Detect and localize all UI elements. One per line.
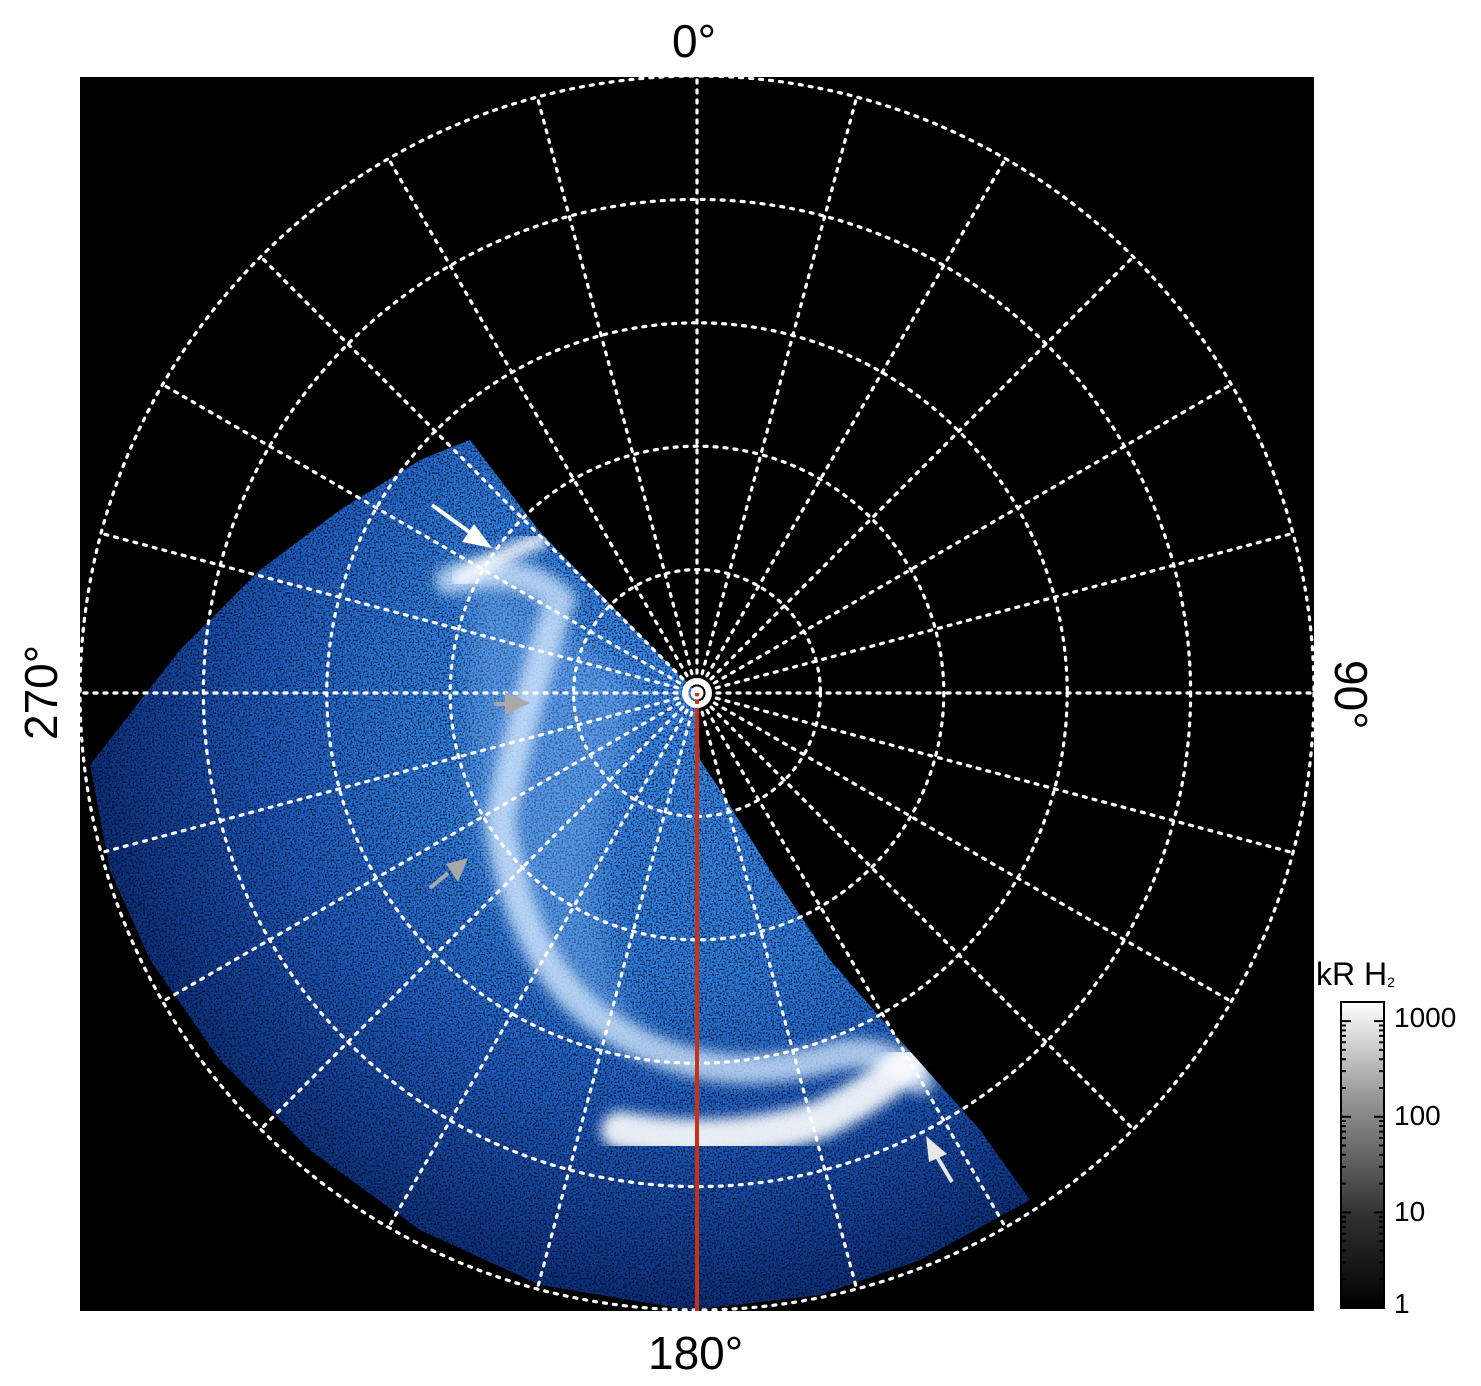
- azimuth-label-270: 270°: [15, 644, 67, 740]
- polar-grid: [80, 77, 1314, 1311]
- grid-spoke: [695, 255, 1135, 695]
- grid-spoke: [695, 531, 1295, 695]
- arrow-primary-icon: [430, 503, 492, 548]
- grid-spoke: [695, 691, 1008, 1229]
- grid-spoke: [695, 157, 1008, 695]
- colorbar-gradient: [1340, 1001, 1385, 1309]
- azimuth-label-180: 180°: [648, 1327, 744, 1379]
- grid-spoke: [259, 691, 699, 1131]
- grid-spoke: [695, 691, 1295, 855]
- grid-spoke: [695, 691, 859, 1291]
- colorbar-tick-label: 1: [1394, 1288, 1410, 1319]
- grid-spoke: [386, 157, 699, 695]
- azimuth-label-0: 0°: [672, 15, 716, 67]
- colorbar-tick-label: 10: [1394, 1196, 1426, 1227]
- grid-spoke: [695, 691, 1233, 1004]
- arrow-primary-icon: [926, 1136, 954, 1184]
- colorbar-tick-label: 100: [1394, 1100, 1441, 1131]
- grid-spoke: [386, 691, 699, 1229]
- grid-spoke: [695, 95, 859, 695]
- grid-spoke: [161, 691, 699, 1004]
- grid-spoke: [99, 691, 699, 855]
- azimuth-label-90: 90°: [1325, 660, 1377, 730]
- colorbar: [1340, 1001, 1385, 1309]
- arrow-secondary-icon: [494, 692, 530, 715]
- colorbar-title: kR H2: [1316, 956, 1395, 992]
- grid-spoke: [99, 531, 699, 695]
- colorbar-tick-label: 1000: [1394, 1002, 1457, 1033]
- arrow-secondary-icon: [428, 858, 468, 890]
- grid-spoke: [695, 691, 1135, 1131]
- pole-marker-icon: [682, 678, 712, 708]
- grid-spoke: [161, 382, 699, 695]
- grid-spoke: [535, 95, 699, 695]
- grid-spoke: [259, 255, 699, 695]
- grid-spoke: [535, 691, 699, 1291]
- grid-circle: [448, 444, 946, 942]
- auroral-oval-arc: [435, 558, 935, 1095]
- grid-spoke: [695, 382, 1233, 695]
